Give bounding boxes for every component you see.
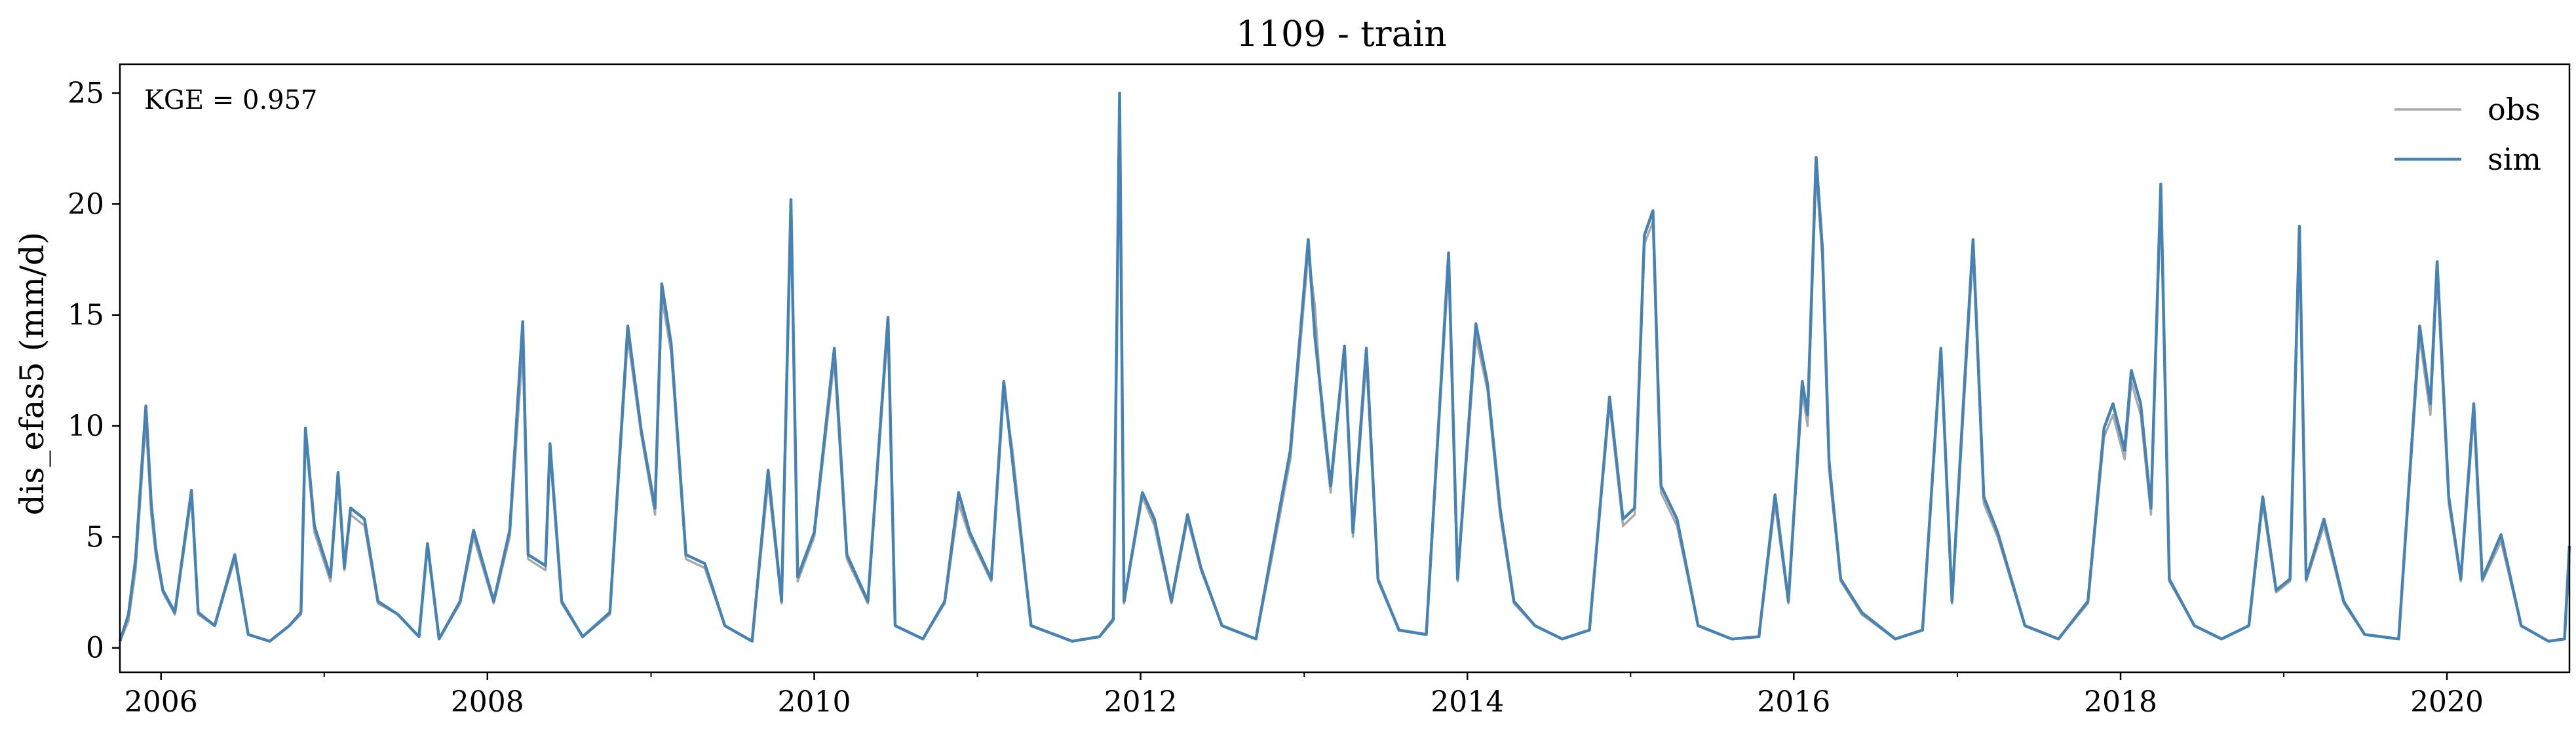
series-line-sim	[118, 91, 2571, 643]
y-tick-label: 5	[86, 520, 104, 554]
x-tick-label: 2010	[778, 685, 851, 719]
x-tick-label: 2018	[2084, 685, 2157, 719]
y-tick-label: 0	[86, 632, 104, 665]
y-tick-label: 20	[67, 187, 104, 221]
x-tick-label: 2006	[125, 685, 198, 719]
x-tick-label: 2012	[1104, 685, 1178, 719]
legend-label-obs: obs	[2488, 92, 2541, 127]
data-layer	[118, 91, 2571, 643]
legend-label-sim: sim	[2488, 142, 2541, 177]
x-tick-label: 2016	[1757, 685, 1830, 719]
x-tick-label: 2014	[1431, 685, 1504, 719]
y-tick-label: 15	[67, 299, 104, 332]
kge-annotation: KGE = 0.957	[144, 85, 318, 115]
legend: obs sim	[2394, 92, 2541, 177]
x-tick-label: 2020	[2410, 685, 2484, 719]
x-tick-label: 2008	[451, 685, 524, 719]
y-axis-label: dis_efas5 (mm/d)	[13, 232, 51, 516]
plot-frame	[119, 63, 2571, 674]
y-tick-label: 25	[67, 77, 104, 110]
y-tick-label: 10	[67, 410, 104, 443]
tick-layer: 0 5 10 15 20 25 2006 2008 2010 2012 2014 2016 2018 20…	[67, 77, 2484, 719]
chart-title: 1109 - train	[1236, 13, 1447, 54]
